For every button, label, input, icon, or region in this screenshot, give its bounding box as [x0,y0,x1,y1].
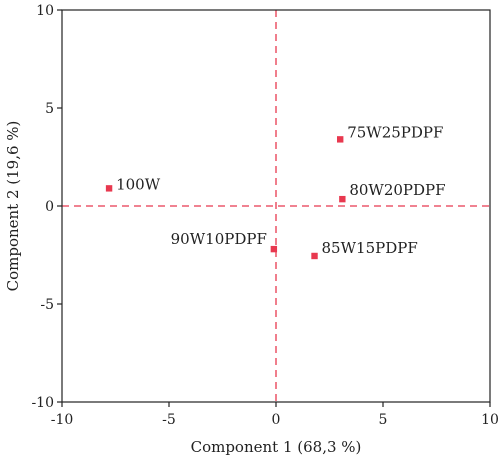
x-tick-label: -10 [51,412,74,428]
y-tick-label: 0 [45,199,54,215]
data-point-label: 80W20PDPF [349,181,445,199]
y-tick-label: 10 [36,3,54,19]
data-point-label: 90W10PDPF [171,230,267,248]
ticks: -10 -5 0 5 10 -10 -5 0 5 10 [31,3,498,428]
data-point-label: 85W15PDPF [322,239,418,257]
reference-lines [62,10,490,402]
x-tick-label: 5 [379,412,388,428]
data-point-marker [339,195,346,203]
x-tick-label: 0 [272,412,281,428]
y-tick-label: -5 [40,297,54,313]
data-point-marker [311,252,318,260]
data-points: 100W 75W25PDPF 80W20PDPF 90W10PDPF 85W15PDPF [105,123,446,260]
x-tick-label: -5 [162,412,176,428]
y-tick-label: -10 [31,395,54,411]
y-tick-label: 5 [45,101,54,117]
data-point-label: 100W [116,175,161,193]
data-point-marker [337,136,344,143]
data-point-label: 75W25PDPF [347,123,443,141]
data-point-marker [105,185,113,192]
y-axis-title: Component 2 (19,6 %) [4,121,22,292]
x-axis-title: Component 1 (68,3 %) [191,438,362,456]
x-tick-label: 10 [481,412,499,428]
data-point-marker [270,245,278,253]
